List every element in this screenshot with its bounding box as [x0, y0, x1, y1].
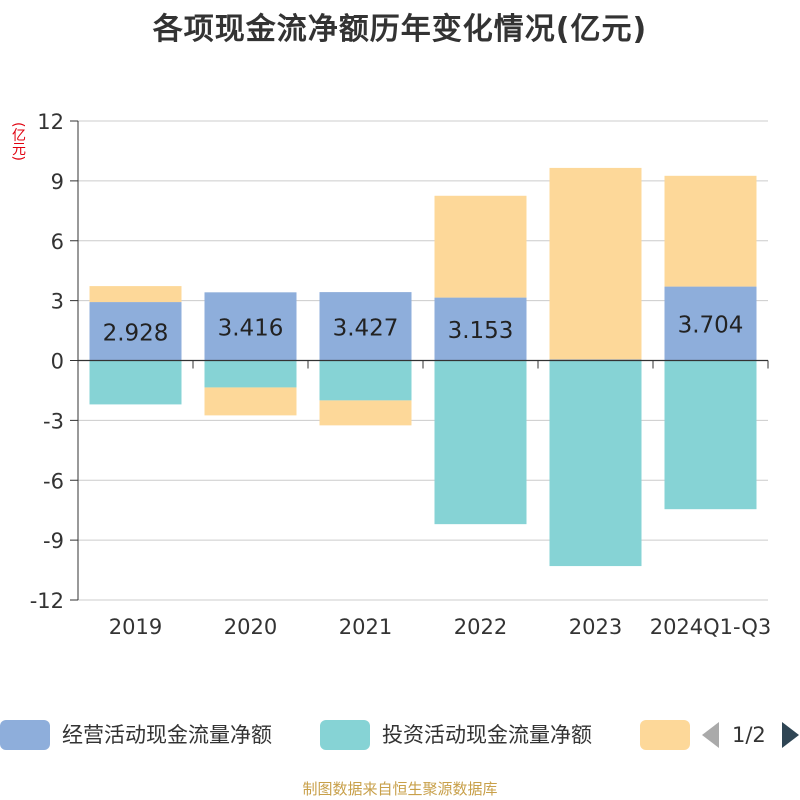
legend-swatch-operating	[0, 720, 50, 750]
bar-2021-series-0[interactable]	[319, 292, 412, 361]
y-tick-label: -6	[43, 469, 64, 493]
legend-label-operating: 经营活动现金流量净额	[62, 723, 272, 747]
y-axis-unit: (亿元)	[10, 122, 26, 161]
x-tick-label-2023: 2023	[569, 615, 622, 639]
data-source-note: 制图数据来自恒生聚源数据库	[302, 780, 498, 798]
y-tick-label: -3	[43, 409, 64, 433]
data-label-2020: 3.416	[218, 315, 284, 341]
y-tick-label: 9	[51, 170, 64, 194]
chart-title: 各项现金流净额历年变化情况(亿元)	[152, 12, 648, 47]
x-tick-label-2024Q1-Q3: 2024Q1-Q3	[650, 615, 772, 639]
legend-next-page-icon[interactable]	[782, 722, 799, 748]
bar-2019-series-1[interactable]	[89, 360, 182, 405]
data-label-2022: 3.153	[448, 318, 514, 344]
bar-2024Q1-Q3-series-0[interactable]	[664, 286, 757, 361]
data-label-2019: 2.928	[103, 320, 169, 346]
y-tick-label: 12	[37, 110, 64, 134]
data-label-2021: 3.427	[333, 315, 399, 341]
bar-2021-series-2[interactable]	[319, 400, 412, 426]
bar-chart: 12 9 6 3 0 -3 -6 -9 -12 2.928 2019 3.416 2020 3.427 20…	[30, 110, 772, 639]
bar-2019-series-0[interactable]	[89, 302, 182, 361]
y-tick-label: -9	[43, 529, 64, 553]
legend-pager: 1/2	[700, 716, 800, 752]
legend-swatch-third	[640, 720, 690, 750]
legend: 经营活动现金流量净额 投资活动现金流量净额	[0, 716, 800, 752]
bar-2019-series-2[interactable]	[89, 286, 182, 303]
legend-prev-page-icon[interactable]	[702, 722, 719, 748]
y-tick-label: -12	[30, 589, 64, 613]
bar-2021-series-1[interactable]	[319, 360, 412, 401]
y-tick-label: 6	[51, 230, 64, 254]
bar-2024Q1-Q3-series-2[interactable]	[664, 175, 757, 287]
x-tick-label-2021: 2021	[339, 615, 392, 639]
bar-2023-series-2[interactable]	[549, 167, 642, 360]
x-tick-label-2020: 2020	[224, 615, 277, 639]
bar-2020-series-0[interactable]	[204, 292, 297, 361]
bar-2020-series-2[interactable]	[204, 387, 297, 416]
bar-2024Q1-Q3-series-1[interactable]	[664, 360, 757, 510]
bar-2022-series-0[interactable]	[434, 297, 527, 361]
bar-2023-series-1[interactable]	[549, 360, 642, 567]
bar-2022-series-2[interactable]	[434, 195, 527, 298]
legend-label-investing: 投资活动现金流量净额	[382, 723, 592, 747]
y-tick-label: 3	[51, 290, 64, 314]
bar-2020-series-1[interactable]	[204, 360, 297, 388]
y-tick-label: 0	[51, 350, 64, 374]
x-tick-label-2022: 2022	[454, 615, 507, 639]
data-label-2024Q1-Q3: 3.704	[678, 313, 744, 339]
bar-2022-series-1[interactable]	[434, 360, 527, 525]
x-tick-label-2019: 2019	[109, 615, 162, 639]
legend-page-indicator: 1/2	[732, 723, 766, 747]
legend-swatch-investing	[320, 720, 370, 750]
